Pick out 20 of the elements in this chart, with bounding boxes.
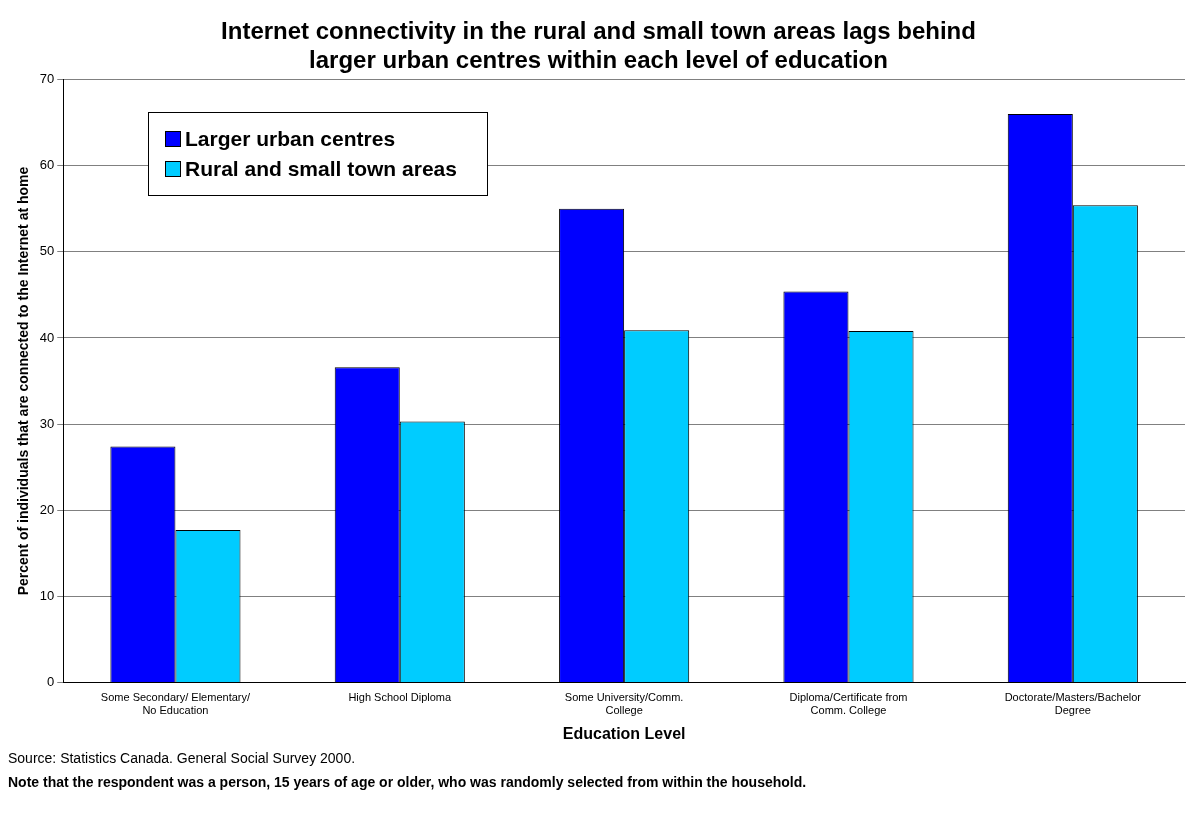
- y-tick-label: 30: [39, 415, 55, 431]
- x-tick-label: Doctorate/Masters/Bachelor Degree: [1004, 691, 1142, 717]
- y-tick-label: 0: [47, 673, 55, 689]
- source-note: Source: Statistics Canada. General Social Survey 2000.: [8, 750, 357, 766]
- y-tick-label: 10: [39, 587, 55, 603]
- legend-label: Larger urban centres: [185, 127, 396, 151]
- x-tick-label: Diploma/Certificate from Comm. College: [789, 691, 908, 717]
- text: Note that the respondent was a person, 15 years of age or older, who was randomly selected from within the household.: [8, 774, 808, 790]
- y-tick-label: 20: [39, 501, 55, 517]
- x-axis-title: Education Level: [562, 724, 686, 742]
- legend-label: Rural and small town areas: [185, 157, 457, 181]
- chart-title: Internet connectivity in the rural and small town areas lags behind larger urban centres within each level of education: [221, 17, 976, 73]
- y-axis-title: Percent of individuals that are connected to the Internet at home: [15, 166, 32, 596]
- y-tick-label: 70: [39, 71, 55, 87]
- x-tick-label: High School Diploma: [348, 691, 453, 704]
- y-tick-label: 40: [39, 329, 55, 345]
- x-tick-label: Some University/Comm. College: [564, 691, 684, 717]
- y-tick-label: 60: [39, 157, 55, 173]
- x-tick-label: Some Secondary/ Elementary/ No Education: [100, 691, 251, 717]
- y-tick-label: 50: [39, 243, 55, 259]
